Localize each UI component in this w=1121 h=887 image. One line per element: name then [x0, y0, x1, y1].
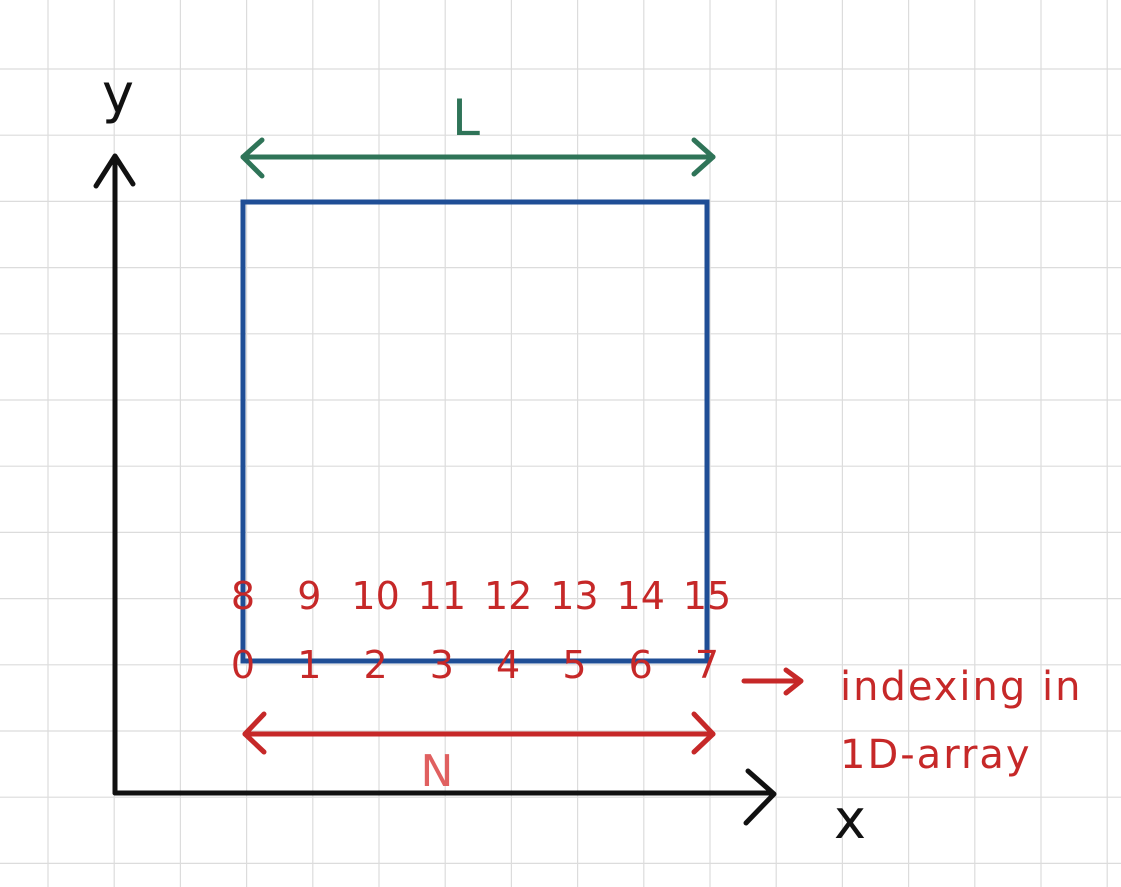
annotation-line-2: 1D-array [840, 732, 1032, 778]
y-axis-arrowhead [93, 153, 136, 189]
index-label-11: 11 [418, 574, 466, 618]
index-label-0: 0 [231, 643, 255, 687]
index-label-2: 2 [363, 643, 387, 687]
count-arrow-right-head [691, 711, 716, 755]
index-label-4: 4 [496, 643, 520, 687]
index-label-12: 12 [484, 574, 532, 618]
index-label-10: 10 [351, 574, 399, 618]
index-row-top: 8 9 10 11 12 13 14 15 [231, 574, 731, 618]
index-label-9: 9 [297, 574, 321, 618]
index-label-5: 5 [562, 643, 586, 687]
count-arrow-left-head [242, 711, 267, 755]
index-label-8: 8 [231, 574, 255, 618]
length-label: L [452, 89, 480, 147]
length-arrow [240, 137, 716, 179]
index-label-6: 6 [629, 643, 653, 687]
index-label-7: 7 [695, 643, 719, 687]
domain-box [240, 199, 710, 664]
x-axis-arrowhead [743, 768, 777, 826]
annotation-arrow-head [783, 667, 804, 696]
index-label-13: 13 [550, 574, 598, 618]
count-label: N [421, 746, 454, 797]
annotation-arrow [741, 667, 804, 696]
length-arrow-left-head [240, 137, 265, 179]
annotation-line-1: indexing in [840, 664, 1082, 710]
index-label-1: 1 [297, 643, 321, 687]
index-label-3: 3 [430, 643, 454, 687]
count-arrow [242, 711, 716, 755]
coordinate-axes [93, 153, 777, 826]
index-label-15: 15 [683, 574, 731, 618]
length-arrow-right-head [691, 137, 716, 177]
x-axis-label: x [834, 788, 866, 851]
index-label-14: 14 [617, 574, 665, 618]
y-axis-label: y [102, 62, 134, 125]
